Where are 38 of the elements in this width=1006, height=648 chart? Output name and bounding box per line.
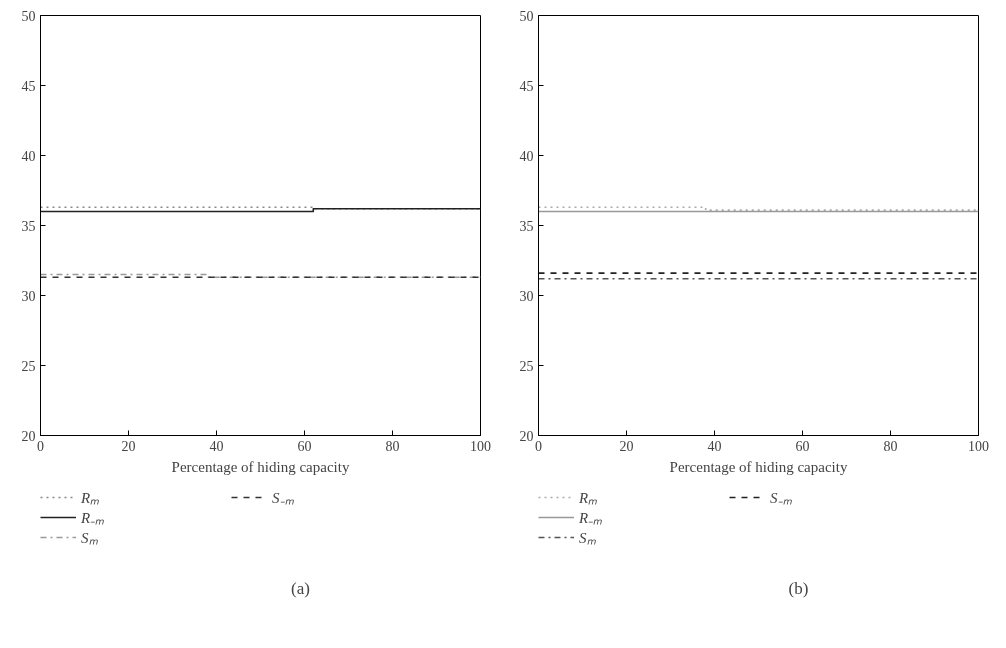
x-tick-label: 0	[37, 438, 44, 454]
y-tick-label: 45	[519, 78, 534, 94]
y-tick-label: 50	[21, 8, 36, 24]
y-tick-label: 50	[519, 8, 534, 24]
y-tick-label: 40	[21, 148, 36, 164]
x-tick-label: 60	[795, 438, 810, 454]
legend-label: S₋ₘ	[770, 489, 793, 507]
legend-label: R₋ₘ	[81, 509, 106, 527]
legend-label: Sₘ	[579, 529, 597, 547]
x-tick-label: 100	[968, 438, 989, 454]
legend-label: S₋ₘ	[272, 489, 295, 507]
x-axis-title: Percentage of hiding capacity	[171, 458, 350, 475]
x-tick-label: 40	[707, 438, 722, 454]
y-tick-label: 30	[21, 288, 36, 304]
y-tick-label: 30	[519, 288, 534, 304]
y-tick-label: 20	[519, 428, 534, 444]
x-tick-label: 0	[535, 438, 542, 454]
text: (b)	[788, 578, 809, 598]
y-tick-label: 45	[21, 78, 36, 94]
y-tick-label: 25	[21, 358, 36, 374]
x-tick-label: 80	[883, 438, 898, 454]
legend-label: Rₘ	[81, 489, 101, 507]
y-tick-label: 35	[21, 218, 36, 234]
y-tick-label: 40	[519, 148, 534, 164]
y-tick-label: 25	[519, 358, 534, 374]
x-axis-title: Percentage of hiding capacity	[669, 458, 848, 475]
x-tick-label: 20	[619, 438, 634, 454]
x-tick-label: 20	[121, 438, 136, 454]
x-tick-label: 40	[209, 438, 224, 454]
text: (a)	[291, 578, 310, 598]
legend-label: Sₘ	[81, 529, 99, 547]
legend-label: Rₘ	[579, 489, 599, 507]
x-tick-label: 60	[297, 438, 312, 454]
y-tick-label: 20	[21, 428, 36, 444]
legend-label: R₋ₘ	[579, 509, 604, 527]
x-tick-label: 80	[385, 438, 400, 454]
y-tick-label: 35	[519, 218, 534, 234]
x-tick-label: 100	[470, 438, 491, 454]
